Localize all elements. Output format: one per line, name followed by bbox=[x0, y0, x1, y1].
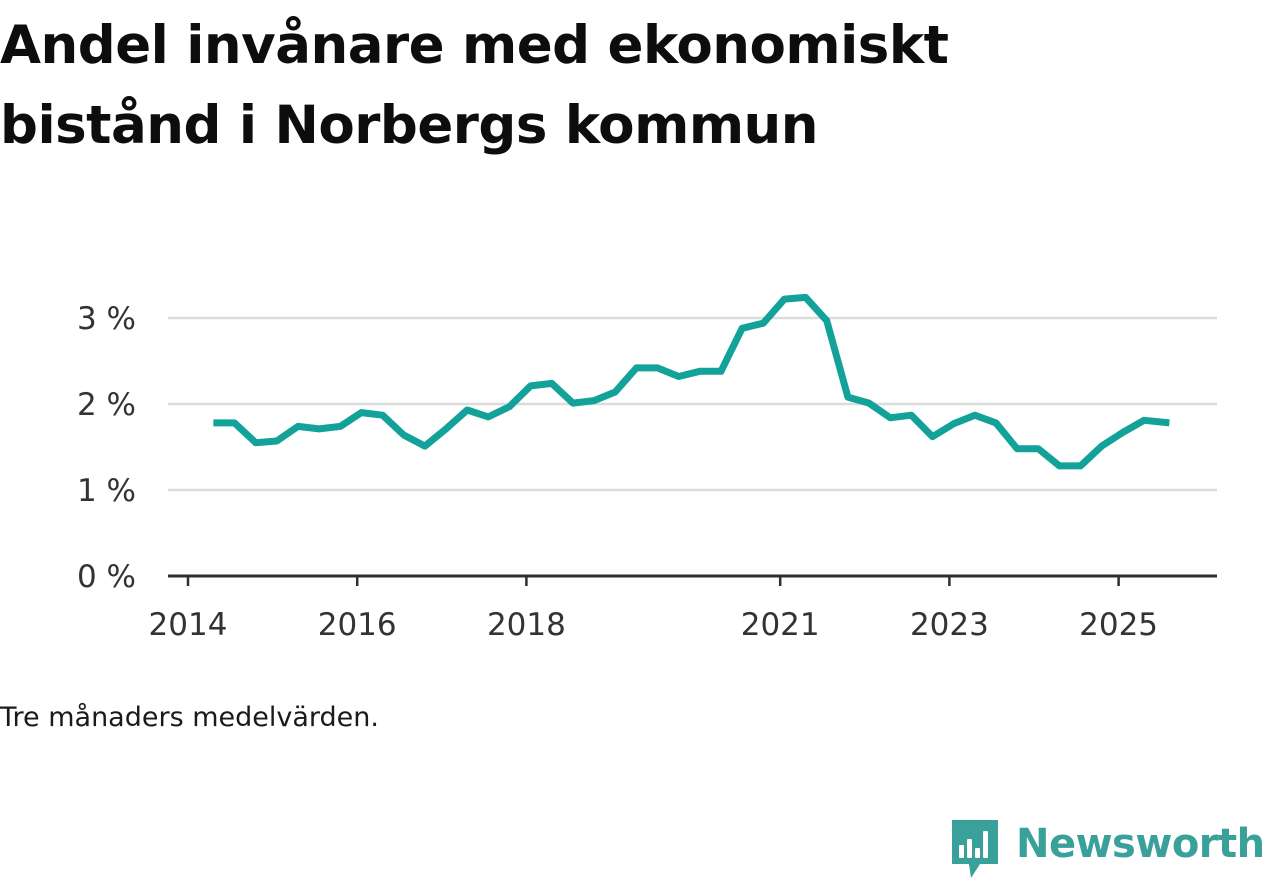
y-tick-label: 1 % bbox=[77, 473, 136, 509]
y-tick-label: 3 % bbox=[77, 301, 136, 337]
x-tick-label: 2018 bbox=[487, 607, 566, 643]
newsworthy-logo-icon bbox=[952, 820, 998, 878]
x-tick-label: 2025 bbox=[1079, 607, 1158, 643]
chart-caption: Tre månaders medelvärden. bbox=[0, 702, 379, 733]
chart-title: Andel invånare med ekonomiskt bistånd i … bbox=[0, 15, 949, 156]
gridlines bbox=[168, 316, 1217, 492]
x-axis: 2014 2016 2018 2021 2023 2025 bbox=[149, 574, 1217, 643]
series-line-0 bbox=[213, 293, 1170, 470]
brand-logo[interactable]: Newsworthy bbox=[950, 818, 1262, 880]
data-series bbox=[213, 293, 1170, 470]
line-chart: 0 % 1 % 2 % 3 % 2014 2016 2018 2021 2023 2025 bbox=[77, 293, 1217, 643]
brand-name: Newsworthy bbox=[1016, 821, 1262, 867]
y-tick-labels: 0 % 1 % 2 % 3 % bbox=[77, 301, 136, 595]
y-tick-label: 0 % bbox=[77, 559, 136, 595]
x-tick-label: 2016 bbox=[318, 607, 397, 643]
x-tick-label: 2014 bbox=[149, 607, 228, 643]
x-tick-label: 2021 bbox=[741, 607, 820, 643]
y-tick-label: 2 % bbox=[77, 387, 136, 423]
x-tick-label: 2023 bbox=[910, 607, 989, 643]
